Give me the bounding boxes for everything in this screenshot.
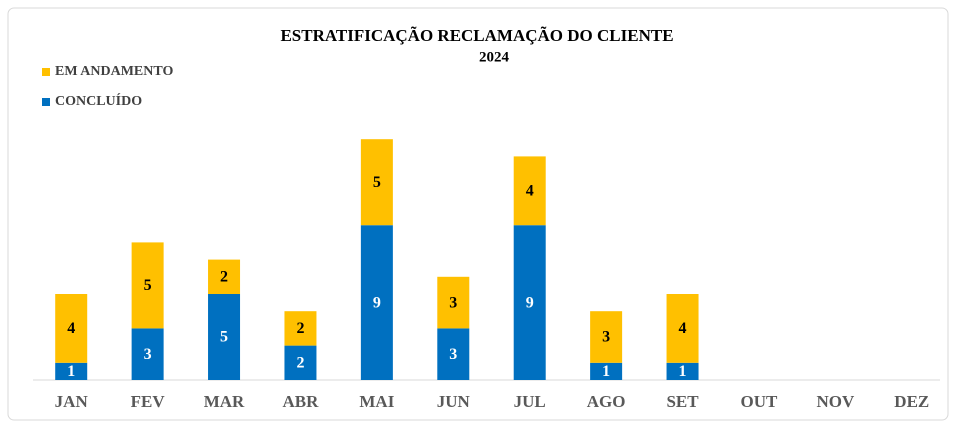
data-label: 5 (220, 329, 228, 346)
bar-segment (208, 294, 241, 380)
x-tick-label: OUT (741, 392, 779, 411)
x-tick-label: AGO (587, 392, 626, 411)
bar-segment (666, 294, 699, 363)
chart-title: ESTRATIFICAÇÃO RECLAMAÇÃO DO CLIENTE (280, 26, 673, 45)
legend-label: EM ANDAMENTO (55, 64, 173, 79)
data-label: 9 (373, 294, 381, 311)
bar-segment (590, 311, 623, 363)
x-tick-label: MAR (204, 392, 245, 411)
x-tick-label: DEZ (894, 392, 929, 411)
data-label: 4 (526, 182, 534, 199)
bar-segment (666, 362, 699, 380)
data-label: 3 (449, 294, 457, 311)
x-tick-label: MAI (359, 392, 394, 411)
x-tick-label: ABR (283, 392, 320, 411)
bar-segment (208, 259, 241, 294)
bar-segment (437, 276, 470, 329)
bar-segment (55, 362, 88, 380)
data-label: 3 (602, 329, 610, 346)
bar-segment (131, 328, 164, 380)
data-label: 5 (144, 277, 152, 294)
data-label: 3 (449, 346, 457, 363)
data-label: 2 (220, 268, 228, 285)
bar-segment (513, 156, 546, 226)
bar-segment (284, 345, 317, 380)
legend-swatch (42, 98, 50, 106)
data-label: 2 (296, 354, 304, 371)
data-label: 4 (679, 320, 687, 337)
x-tick-label: FEV (131, 392, 166, 411)
data-label: 9 (526, 294, 534, 311)
x-tick-label: SET (666, 392, 699, 411)
bar-segment (360, 225, 393, 380)
x-tick-label: JUN (437, 392, 471, 411)
data-label: 1 (67, 363, 75, 380)
data-label: 5 (373, 174, 381, 191)
bar-segment (590, 362, 623, 380)
legend-label: CONCLUÍDO (55, 92, 142, 109)
bar-segment (131, 242, 164, 329)
data-label: 3 (144, 346, 152, 363)
data-label: 2 (296, 320, 304, 337)
chart-subtitle: 2024 (479, 49, 510, 65)
x-tick-label: NOV (816, 392, 855, 411)
bar-segment (360, 139, 393, 226)
x-tick-label: JAN (55, 392, 89, 411)
x-tick-label: JUL (514, 392, 546, 411)
legend-swatch (42, 68, 50, 76)
chart-frame (7, 7, 949, 421)
data-label: 4 (67, 320, 75, 337)
bar-segment (284, 311, 317, 346)
bar-segment (55, 294, 88, 363)
data-label: 1 (602, 363, 610, 380)
bar-segment (513, 225, 546, 380)
bar-segment (437, 328, 470, 380)
data-label: 1 (679, 363, 687, 380)
